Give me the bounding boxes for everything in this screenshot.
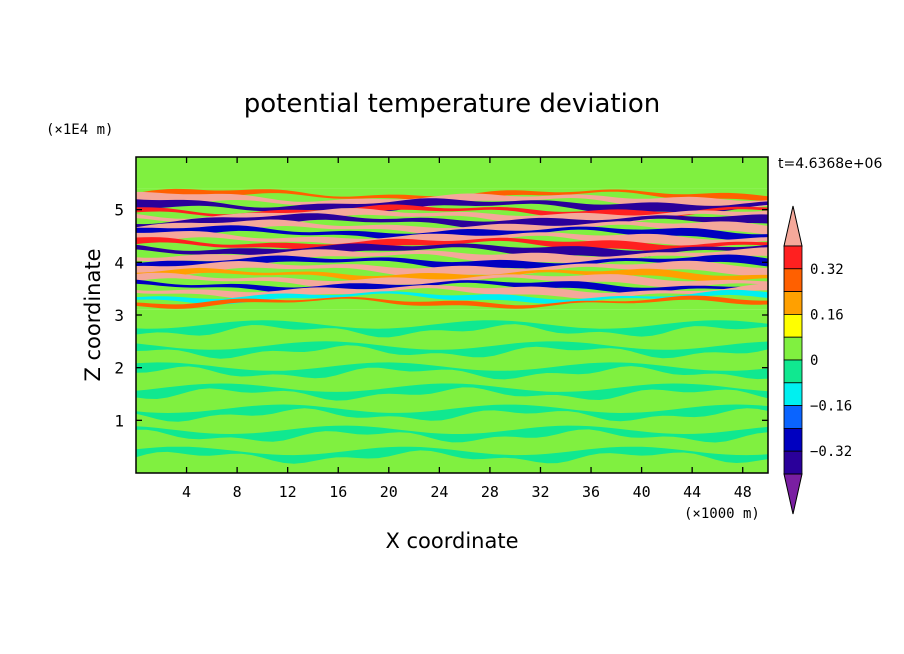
x-tick-label: 44: [683, 483, 701, 501]
colorbar-label: −0.16: [810, 399, 852, 415]
field-ripple: [136, 383, 768, 401]
colorbar-box: [783, 359, 803, 384]
colorbar: 0.32 0.16 0 −0.16 −0.32: [783, 205, 852, 515]
field-band: [136, 254, 768, 270]
time-label: t=4.6368e+06: [778, 156, 882, 172]
field-band: [136, 231, 768, 248]
colorbar-box: [783, 245, 803, 270]
colorbar-box: [783, 405, 803, 429]
field-band: [136, 289, 768, 305]
field-band: [136, 260, 768, 277]
x-tick-label: 28: [481, 483, 499, 501]
x-axis: 4 8 12 16 20 24 28 32 36 40 44 48: [182, 157, 752, 501]
colorbar-top-arrow: [783, 205, 803, 247]
colorbar-box: [783, 313, 803, 338]
x-tick-label: 16: [329, 483, 347, 501]
field-band: [136, 225, 768, 242]
contour-field: [136, 157, 768, 473]
colorbar-label: 0: [810, 353, 818, 369]
colorbar-label: 0.16: [810, 307, 844, 323]
x-tick-label: 12: [279, 483, 297, 501]
field-band: [136, 188, 768, 202]
x-axis-label: X coordinate: [385, 529, 518, 553]
chart-title: potential temperature deviation: [244, 89, 660, 119]
colorbar-label: 0.32: [810, 262, 844, 278]
y-tick-label: 2: [114, 359, 124, 378]
x-tick-label: 32: [531, 483, 549, 501]
colorbar-box: [783, 427, 803, 452]
field-ripple: [136, 404, 768, 422]
x-tick-label: 8: [233, 483, 242, 501]
field-band: [136, 267, 768, 283]
y-axis: 1 2 3 4 5: [114, 201, 768, 430]
y-tick-label: 4: [114, 253, 124, 272]
colorbar-bottom-arrow: [783, 473, 803, 515]
colorbar-box: [783, 336, 803, 361]
colorbar-box: [783, 450, 803, 475]
x-tick-label: 36: [582, 483, 600, 501]
y-unit-label: (×1E4 m): [46, 122, 113, 138]
field-band: [136, 272, 768, 289]
y-tick-label: 1: [114, 411, 124, 430]
x-tick-label: 20: [380, 483, 398, 501]
colorbar-box: [783, 268, 803, 292]
colorbar-box: [783, 291, 803, 315]
field-ripple: [136, 320, 768, 338]
x-tick-label: 24: [430, 483, 448, 501]
colorbar-box: [783, 382, 803, 406]
y-axis-label: Z coordinate: [81, 248, 105, 381]
y-tick-label: 3: [114, 306, 124, 325]
field-ripple: [136, 362, 768, 380]
x-tick-label: 48: [734, 483, 752, 501]
field-band: [136, 198, 768, 213]
x-tick-label: 4: [182, 483, 191, 501]
field-band: [136, 213, 768, 230]
x-tick-label: 40: [633, 483, 651, 501]
field-ripple: [136, 446, 768, 464]
y-tick-label: 5: [114, 201, 124, 220]
colorbar-label: −0.32: [810, 444, 852, 460]
field-lower-region: [136, 309, 768, 473]
field-ripple: [136, 341, 768, 359]
x-unit-label: (×1000 m): [684, 506, 760, 522]
field-band: [136, 219, 768, 237]
field-band: [136, 295, 768, 309]
field-ripple: [136, 425, 768, 443]
field-upper-region: [136, 157, 768, 189]
